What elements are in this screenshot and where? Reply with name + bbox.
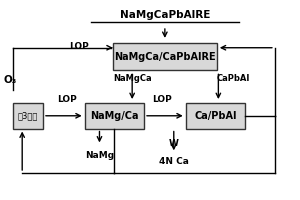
Text: LOP: LOP bbox=[152, 96, 172, 104]
Text: NaMgCaPbAlRE: NaMgCaPbAlRE bbox=[120, 10, 210, 20]
Text: W: W bbox=[169, 139, 179, 148]
Text: O₃: O₃ bbox=[4, 75, 17, 85]
Text: NaMg/Ca: NaMg/Ca bbox=[90, 111, 139, 121]
FancyBboxPatch shape bbox=[13, 103, 43, 129]
Text: 癄3化段: 癄3化段 bbox=[18, 111, 38, 120]
Text: 4N Ca: 4N Ca bbox=[159, 157, 189, 166]
FancyBboxPatch shape bbox=[85, 103, 144, 129]
Text: CaPbAl: CaPbAl bbox=[217, 74, 250, 83]
Text: NaMg: NaMg bbox=[85, 151, 114, 160]
Text: LOP: LOP bbox=[69, 42, 88, 51]
FancyBboxPatch shape bbox=[186, 103, 245, 129]
FancyBboxPatch shape bbox=[113, 43, 217, 70]
Text: NaMgCa/CaPbAlRE: NaMgCa/CaPbAlRE bbox=[114, 52, 216, 62]
Text: NaMgCa: NaMgCa bbox=[113, 74, 152, 83]
Text: LOP: LOP bbox=[57, 96, 77, 104]
Text: Ca/PbAl: Ca/PbAl bbox=[194, 111, 237, 121]
